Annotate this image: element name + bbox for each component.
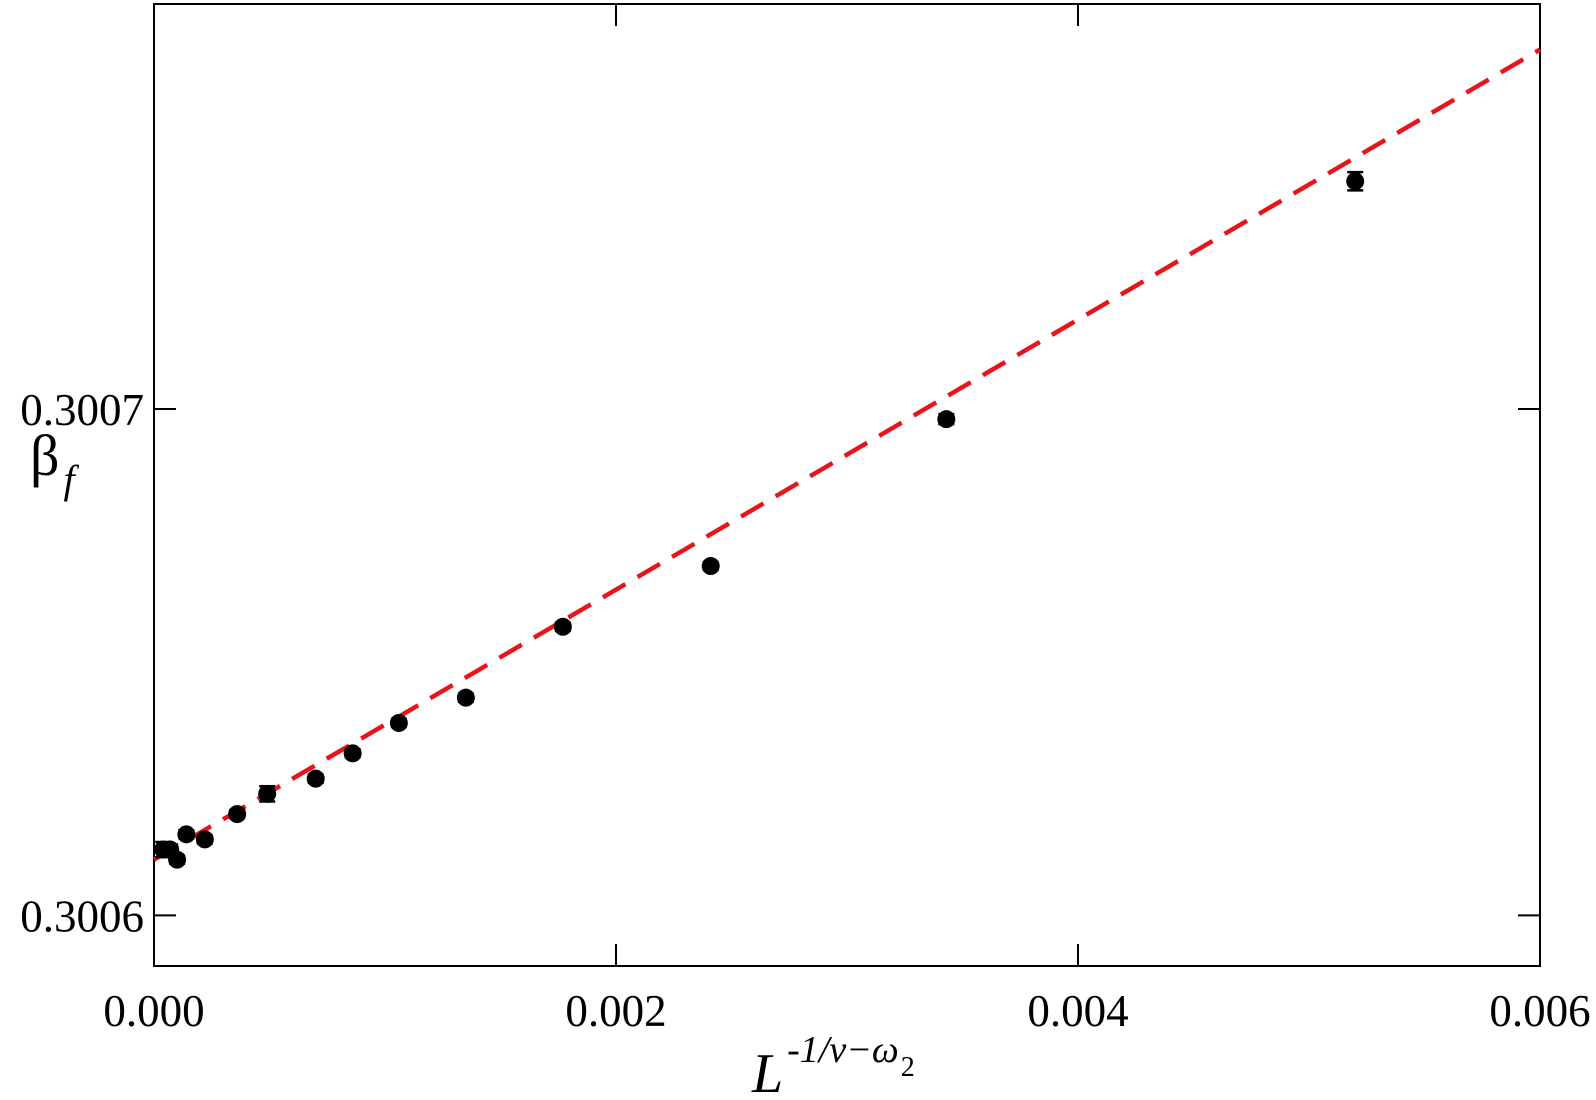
data-point <box>1346 170 1365 192</box>
x-axis-label: L -1/ν−ω2 <box>751 1029 915 1100</box>
y-axis-label-subscript: f <box>64 457 80 502</box>
y-axis-ticks: 0.3006 0.3007 <box>20 385 1540 941</box>
data-point <box>456 688 475 707</box>
data-point <box>343 744 362 763</box>
data-point-marker <box>1346 172 1365 191</box>
data-point-marker <box>168 850 187 869</box>
data-point <box>177 825 196 844</box>
data-point <box>389 713 408 732</box>
data-point-marker <box>228 805 247 824</box>
data-point-marker <box>937 410 956 429</box>
data-point-marker <box>553 617 572 636</box>
data-points-layer <box>154 170 1365 869</box>
plot-frame <box>153 3 1541 967</box>
data-point-marker <box>177 825 196 844</box>
data-point-marker <box>701 557 720 576</box>
x-axis-label-superscript: -1/ν−ω <box>787 1029 899 1071</box>
data-point <box>258 784 277 803</box>
x-axis-ticks: 0.000 0.002 0.004 0.006 <box>103 4 1591 1036</box>
data-point-marker <box>389 713 408 732</box>
data-point <box>306 769 325 788</box>
data-point-marker <box>456 688 475 707</box>
data-point-marker <box>343 744 362 763</box>
data-point <box>701 557 720 576</box>
data-point-marker <box>258 784 277 803</box>
x-tick-label: 0.000 <box>103 986 204 1036</box>
x-axis-label-subscript: 2 <box>901 1052 915 1083</box>
data-point-marker <box>195 830 214 849</box>
x-axis-label-base: L <box>751 1043 783 1100</box>
x-tick-label: 0.006 <box>1489 986 1590 1036</box>
data-point-marker <box>306 769 325 788</box>
data-point <box>195 830 214 849</box>
y-tick-label: 0.3007 <box>20 385 144 435</box>
fit-line-layer <box>152 47 1542 862</box>
x-tick-label: 0.002 <box>565 986 666 1036</box>
x-tick-label: 0.004 <box>1027 986 1128 1036</box>
data-point <box>553 617 572 636</box>
y-tick-label: 0.3006 <box>20 891 144 941</box>
data-point <box>168 850 187 869</box>
fit-line <box>152 47 1542 862</box>
data-point <box>228 805 247 824</box>
y-axis-label-base: β <box>30 423 60 488</box>
data-point <box>937 410 956 429</box>
